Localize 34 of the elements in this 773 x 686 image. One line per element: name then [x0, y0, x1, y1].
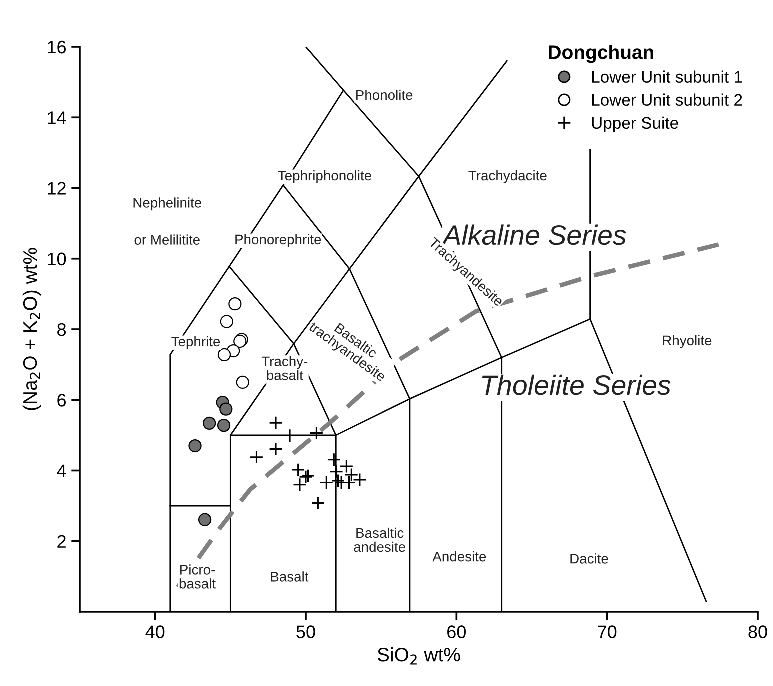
annotation: Tephriphonolite — [278, 170, 372, 184]
x-axis-title: SiO$_{2}$ wt% — [378, 647, 460, 665]
annotation: Tholeiite Series — [482, 374, 671, 396]
annotation: Phonorephrite — [236, 234, 322, 248]
annotation: Phonolite — [356, 90, 413, 100]
x-tick-label: 70 — [598, 626, 617, 638]
annotation: Basalt — [271, 572, 309, 582]
x-tick-label: 80 — [748, 626, 768, 638]
x-tick-label: 40 — [146, 626, 165, 638]
annotation: Trachydacite — [468, 170, 547, 184]
y-axis-title: (Na$_{2}$O + K$_{2}$O) wt% — [22, 248, 42, 410]
annotation: Dacite — [570, 554, 608, 564]
y-tick-label: 4 — [57, 464, 66, 478]
y-tick-label: 10 — [48, 252, 66, 266]
annotation: Trachy- basalt — [262, 356, 308, 380]
x-tick-label: 60 — [448, 626, 466, 638]
y-tick-label: 12 — [48, 182, 66, 195]
annotation: Picro- basalt — [180, 564, 216, 589]
annotation: Andesite — [432, 552, 486, 562]
y-tick-label: 16 — [48, 40, 66, 54]
y-tick-label: 14 — [48, 112, 66, 124]
y-tick-label: 8 — [58, 323, 66, 336]
annotation: Rhyolite — [663, 335, 712, 348]
y-tick-label: 6 — [58, 394, 66, 407]
y-tick-label: 2 — [58, 535, 66, 548]
legend-label: Upper Suite — [592, 116, 678, 132]
annotation: Nephelinite — [134, 198, 202, 211]
annotation: Tephrite — [172, 336, 220, 350]
legend-title: Dongchuan — [549, 45, 654, 64]
legend-label: Lower Unit subunit 1 — [592, 70, 742, 84]
x-tick-label: 50 — [296, 626, 316, 638]
annotation: or Melilitite — [134, 234, 200, 245]
legend-label: Lower Unit subunit 2 — [592, 94, 742, 106]
annotation: Basaltic andesite — [354, 528, 406, 552]
